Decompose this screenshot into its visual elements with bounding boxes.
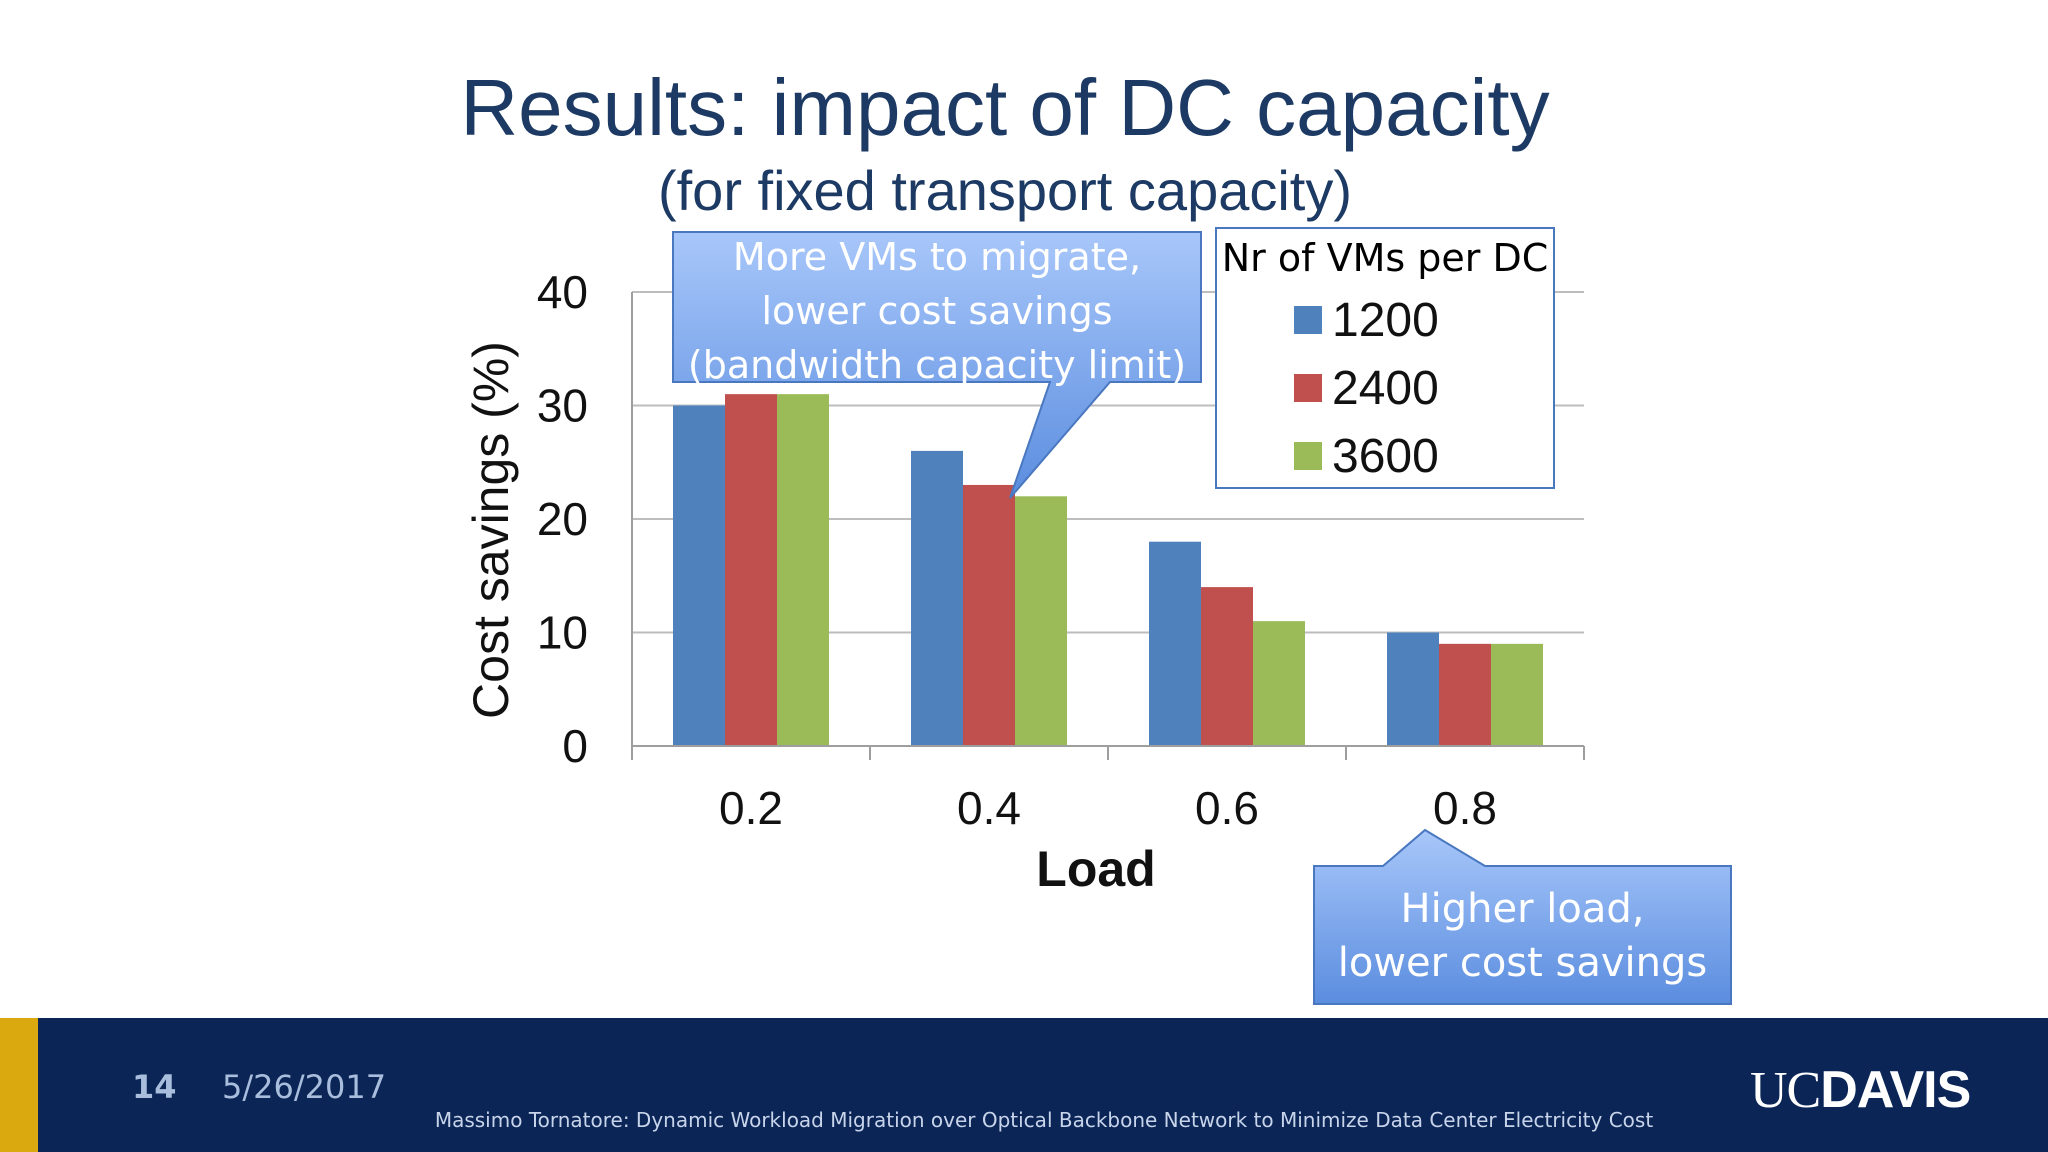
load-callout-line-1: Higher load, [1400,886,1645,932]
slide-title: Results: impact of DC capacity [460,63,1550,152]
footer-bar [0,1018,2048,1152]
bar-3600-0.8 [1491,643,1543,746]
y-tick-label: 30 [537,380,588,432]
x-tick-label: 0.6 [1195,782,1259,834]
bar-1200-0.6 [1149,541,1201,746]
y-tick-label: 10 [537,607,588,659]
bar-2400-0.8 [1439,643,1491,746]
vms-callout-line-1: More VMs to migrate, [732,235,1142,279]
legend-swatch [1294,374,1322,402]
legend-title: Nr of VMs per DC [1221,236,1549,280]
slide-date: 5/26/2017 [222,1068,387,1106]
page-number: 14 [132,1068,177,1106]
bar-3600-0.2 [777,394,829,746]
bar-chart: 0 10 20 30 40 0.2 0.4 0.6 0.8 Cost savings (%) L… [463,227,1732,1005]
slide-subtitle: (for fixed transport capacity) [657,159,1353,222]
bar-2400-0.2 [725,394,777,746]
vms-callout-text: More VMs to migrate, lower cost savings … [673,230,1201,392]
x-tick-label: 0.8 [1433,782,1497,834]
y-tick-label: 0 [562,720,588,772]
legend-swatch [1294,306,1322,334]
legend-swatch [1294,442,1322,470]
legend-label: 3600 [1332,429,1439,483]
bar-1200-0.4 [911,450,963,746]
legend-box [1215,227,1555,489]
x-tick-label: 0.2 [719,782,783,834]
vms-callout-box [672,231,1202,499]
load-callout-text: Higher load, lower cost savings [1314,882,1731,990]
axes: 0 10 20 30 40 0.2 0.4 0.6 0.8 [537,266,1585,834]
legend-item-3600: 3600 [1294,428,1439,484]
legend-label: 1200 [1332,293,1439,347]
logo-davis: DAVIS [1820,1061,1971,1119]
load-callout-box [1313,828,1732,1005]
logo-uc: UC [1750,1062,1821,1119]
bar-2400-0.4 [963,484,1015,746]
bar-1200-0.8 [1387,632,1439,746]
bar-3600-0.4 [1015,496,1067,746]
legend-item-1200: 1200 [1294,292,1439,348]
y-axis-label: Cost savings (%) [463,341,519,719]
bar-1200-0.2 [673,405,725,746]
bars [673,394,1543,746]
x-axis-label: Load [1036,841,1155,897]
ucdavis-logo: UCDAVIS [1750,1060,1971,1120]
load-callout-line-2: lower cost savings [1337,940,1708,986]
y-tick-label: 40 [537,266,588,318]
vms-callout-line-3: (bandwidth capacity limit) [687,343,1187,387]
footer-accent-stripe [0,1018,38,1152]
legend-label: 2400 [1332,361,1439,415]
footer-caption: Massimo Tornatore: Dynamic Workload Migr… [434,1108,1654,1132]
legend-item-2400: 2400 [1294,360,1439,416]
bar-2400-0.6 [1201,587,1253,746]
bar-3600-0.6 [1253,621,1305,746]
vms-callout-line-2: lower cost savings [761,289,1113,333]
x-tick-label: 0.4 [957,782,1021,834]
y-tick-label: 20 [537,493,588,545]
